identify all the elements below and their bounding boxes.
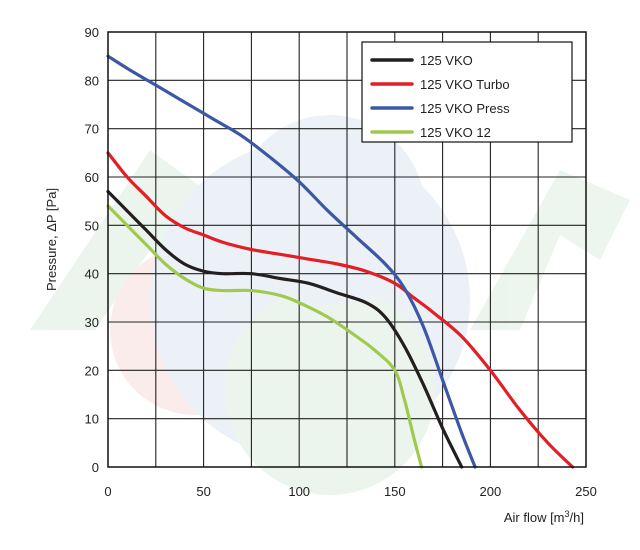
y-tick-label: 80 xyxy=(85,73,99,88)
x-tick-label: 250 xyxy=(575,484,597,499)
y-tick-label: 50 xyxy=(85,218,99,233)
x-axis-label: Air flow [m3/h] xyxy=(504,509,584,525)
watermark-logo xyxy=(30,115,630,495)
y-tick-label: 0 xyxy=(92,460,99,475)
y-tick-label: 20 xyxy=(85,363,99,378)
y-tick-label: 10 xyxy=(85,412,99,427)
x-axis-label-end: /h] xyxy=(570,510,584,525)
x-tick-label: 100 xyxy=(288,484,310,499)
series-line-4 xyxy=(106,204,424,469)
series-lines xyxy=(106,54,575,469)
legend-label-1: 125 VKO xyxy=(420,53,473,68)
y-tick-label: 30 xyxy=(85,315,99,330)
series-line-1 xyxy=(106,189,464,469)
y-tick-label: 70 xyxy=(85,122,99,137)
series-line-2 xyxy=(106,151,575,469)
y-axis-label: Pressure, ΔP [Pa] xyxy=(44,188,59,291)
x-tick-label: 150 xyxy=(384,484,406,499)
series-line-3 xyxy=(106,54,477,469)
plot-area-frame xyxy=(107,31,587,468)
y-tick-label: 40 xyxy=(85,267,99,282)
x-axis-label-superscript: 3 xyxy=(565,509,570,519)
legend-label-3: 125 VKO Press xyxy=(420,101,510,116)
legend-label-2: 125 VKO Turbo xyxy=(420,77,510,92)
legend-label-4: 125 VKO 12 xyxy=(420,125,491,140)
y-tick-label: 60 xyxy=(85,170,99,185)
x-tick-label: 50 xyxy=(196,484,210,499)
y-tick-label: 90 xyxy=(85,25,99,40)
legend: 125 VKO 125 VKO Turbo 125 VKO Press 125 VKO… xyxy=(361,41,573,143)
tick-labels: 0 50 100 150 200 250 0 10 20 30 40 50 60 70 80 90 xyxy=(85,25,597,499)
x-tick-label: 200 xyxy=(480,484,502,499)
x-axis-label-main: Air flow [m xyxy=(504,510,565,525)
x-tick-label: 0 xyxy=(104,484,111,499)
